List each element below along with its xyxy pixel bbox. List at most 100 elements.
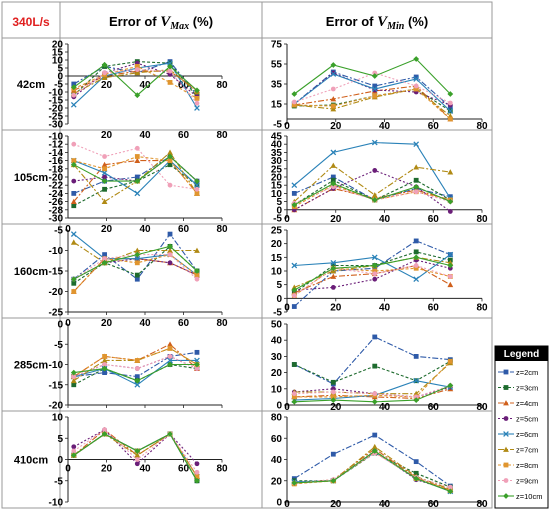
data-point	[372, 70, 378, 76]
data-point	[291, 201, 298, 208]
table-border	[1, 1, 493, 509]
data-point	[291, 398, 298, 405]
y-tick-label: 5	[57, 434, 63, 445]
data-point	[372, 93, 378, 99]
data-point	[71, 92, 77, 98]
x-tick-label: 0	[284, 302, 290, 313]
y-tick-label: 5	[57, 64, 63, 75]
data-point	[194, 276, 200, 282]
y-tick-label: 5	[276, 197, 282, 208]
data-point	[291, 191, 297, 196]
legend-title-bar	[495, 346, 548, 361]
x-tick-label: 0	[284, 121, 290, 132]
data-point	[447, 488, 454, 495]
data-point	[371, 139, 378, 146]
data-point	[330, 477, 337, 484]
y-tick-label: 80	[271, 413, 283, 424]
y-tick-label: 20	[52, 40, 64, 51]
data-point	[503, 478, 509, 483]
data-point	[330, 162, 337, 168]
legend-item: z=5cm	[498, 415, 538, 424]
y-tick-label: 0	[276, 498, 282, 509]
y-tick-label: -5	[273, 308, 282, 319]
data-point	[101, 74, 108, 80]
y-tick-label: -5	[54, 340, 63, 351]
x-tick-label: 60	[428, 121, 440, 132]
x-tick-label: 80	[476, 214, 488, 225]
y-tick-label: 40	[271, 140, 283, 151]
series-line-z=3cm	[294, 88, 451, 112]
x-tick-label: 60	[428, 499, 440, 510]
data-point	[134, 276, 140, 282]
data-point	[102, 370, 107, 375]
data-point	[134, 366, 140, 371]
row-label: 410cm	[14, 455, 48, 467]
data-point	[503, 446, 509, 452]
data-point	[167, 431, 173, 437]
x-tick-label: 40	[139, 80, 151, 91]
data-point	[413, 56, 420, 62]
y-tick-label: 20	[271, 476, 283, 487]
data-point	[71, 81, 77, 87]
data-point	[70, 101, 77, 108]
data-point	[330, 285, 336, 290]
x-tick-label: 20	[330, 214, 342, 225]
y-tick-label: -30	[49, 120, 64, 131]
y-tick-label: 0	[57, 455, 63, 466]
y-tick-label: 15	[271, 100, 283, 111]
series-line-z=3cm	[73, 363, 198, 386]
data-point	[503, 416, 509, 421]
series-line-z=7cm	[294, 88, 451, 117]
y-tick-label: 40	[271, 336, 283, 347]
data-point	[101, 357, 108, 363]
data-point	[194, 349, 200, 355]
data-point	[102, 186, 107, 192]
data-point	[291, 287, 298, 294]
data-point	[413, 238, 419, 244]
y-tick-label: 40	[271, 455, 283, 466]
x-tick-label: 40	[379, 121, 391, 132]
data-point	[413, 397, 420, 404]
data-point	[291, 102, 297, 108]
legend-item: z=6cm	[498, 430, 538, 439]
x-tick-label: 60	[428, 402, 440, 413]
data-point	[71, 158, 77, 163]
data-point	[71, 280, 77, 286]
y-tick-label: -5	[54, 226, 63, 237]
data-point	[413, 189, 419, 195]
legend-label: z=2cm	[516, 368, 538, 377]
y-tick-label: 55	[271, 60, 283, 71]
legend-title: Legend	[504, 349, 540, 360]
data-point	[134, 448, 141, 454]
y-tick-label: -10	[49, 360, 64, 371]
x-tick-label: 20	[101, 464, 113, 475]
series-line-z=9cm	[73, 143, 198, 190]
x-tick-label: 60	[178, 224, 190, 235]
series-line-z=6cm	[294, 451, 451, 492]
data-point	[330, 71, 337, 77]
data-point	[194, 191, 200, 196]
series-line-z=5cm	[294, 259, 451, 291]
data-point	[194, 105, 200, 111]
y-tick-label: 35	[271, 148, 283, 159]
series-line-z=8cm	[294, 360, 451, 398]
data-point	[102, 362, 107, 367]
y-tick-label: 10	[271, 267, 283, 278]
data-point	[291, 362, 297, 367]
chart-panel-vmax-160cm: -25 -20 -15 -10 -5 0 20 40 60 80	[49, 224, 228, 319]
data-point	[167, 354, 173, 359]
data-point	[371, 443, 378, 450]
y-tick-label: 50	[271, 320, 283, 331]
x-tick-label: 80	[216, 80, 228, 91]
data-point	[413, 394, 419, 400]
data-point	[101, 198, 108, 204]
data-point	[371, 73, 378, 79]
y-tick-label: -5	[273, 120, 282, 131]
series-line-z=3cm	[73, 164, 198, 207]
data-point	[447, 209, 453, 214]
data-point	[71, 178, 77, 184]
data-point	[70, 84, 77, 91]
data-point	[413, 183, 420, 190]
data-point	[447, 259, 454, 266]
series-line-z=2cm	[293, 240, 451, 307]
